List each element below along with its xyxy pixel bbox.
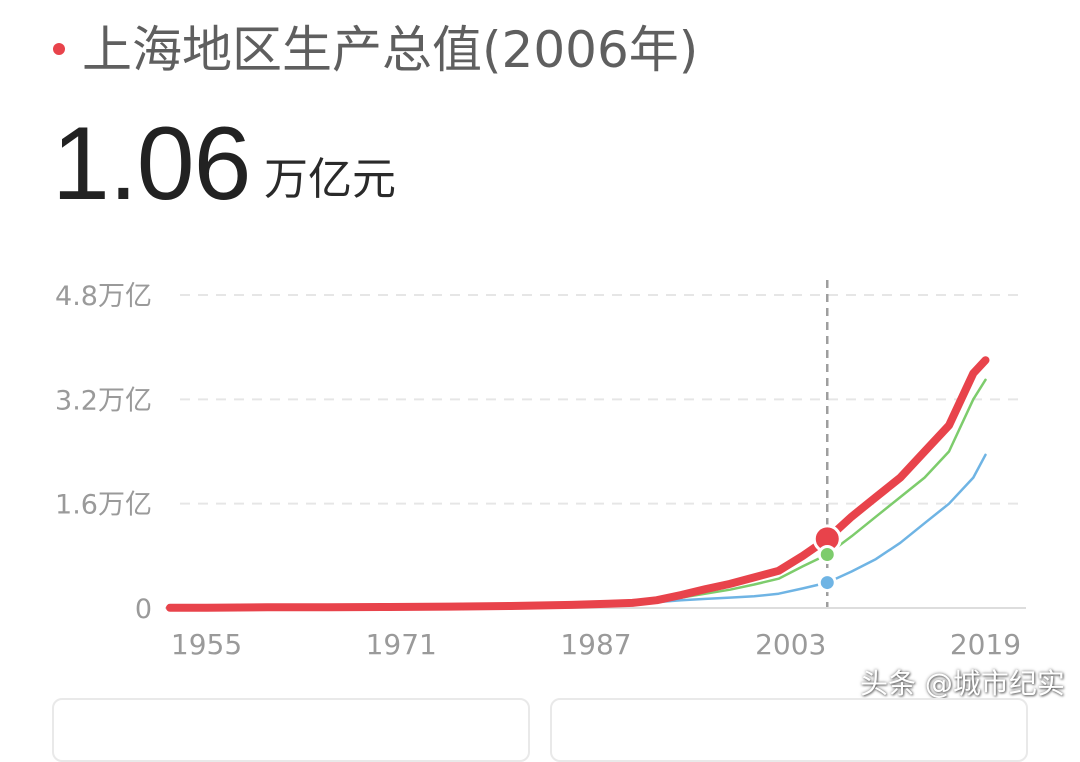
title-dot-icon [53,43,65,55]
gdp-line-chart[interactable]: 0 1.6万亿 3.2万亿 4.8万亿 1955 1971 1987 2003 2019 [0,230,1080,670]
y-tick-label-1: 1.6万亿 [55,490,152,521]
marker-layer [812,524,842,593]
series-line-0 [166,356,990,612]
y-tick-label-0: 0 [135,594,152,625]
series-layer [166,356,990,612]
chart-title: 上海地区生产总值(2006年) [82,21,699,79]
series-line-2 [606,453,987,606]
y-tick-label-3: 4.8万亿 [55,281,152,312]
x-tick-label-0: 1955 [171,628,242,661]
watermark: 头条 @城市纪实 [860,667,1065,700]
bottom-card-left[interactable] [52,698,530,762]
series-line-1 [606,378,987,606]
highlight-point-2 [817,573,837,593]
x-tick-label-3: 2003 [755,628,826,661]
x-tick-label-2: 1987 [560,628,631,661]
header: 上海地区生产总值(2006年) 1.06 万亿元 [0,0,1080,230]
current-value: 1.06 [52,106,251,222]
bottom-card-right[interactable] [550,698,1028,762]
highlight-point-1 [817,545,837,565]
x-tick-label-1: 1971 [366,628,437,661]
grid-layer [180,280,1022,608]
value-unit: 万亿元 [264,154,396,205]
y-tick-label-2: 3.2万亿 [55,385,152,416]
x-tick-label-4: 2019 [950,628,1021,661]
